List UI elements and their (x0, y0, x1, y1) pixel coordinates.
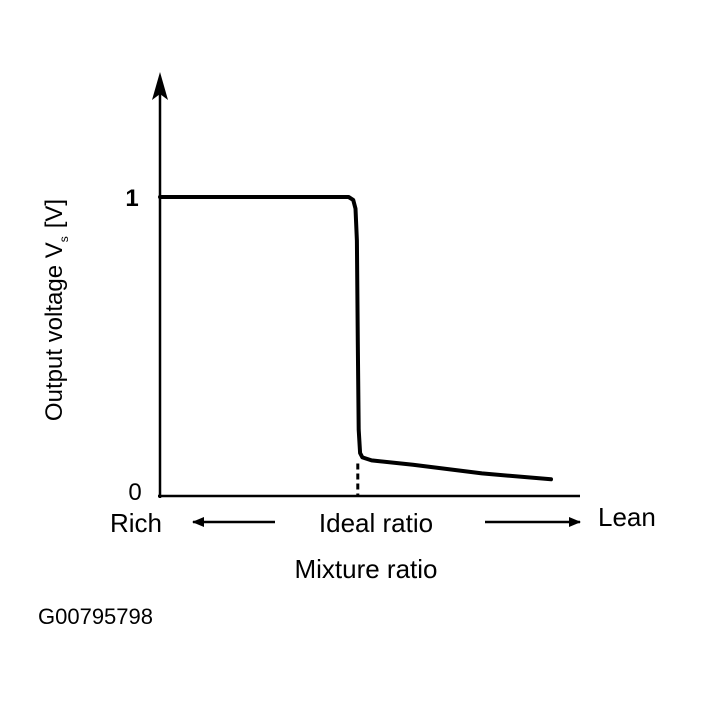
series-line (158, 195, 553, 482)
y-tick-label-1: 1 (125, 185, 138, 212)
figure-id: G00795798 (38, 604, 153, 629)
y-axis-label: Output voltage Vs [V] (41, 199, 71, 421)
x-label-ideal: Ideal ratio (319, 508, 433, 538)
y-axis-label-subscript: s (57, 236, 71, 242)
x-label-rich: Rich (110, 508, 162, 538)
y-axis-arrowhead (152, 72, 168, 100)
y-axis-label-unit: [V] (41, 199, 68, 228)
x-axis-label: Mixture ratio (294, 554, 437, 584)
y-tick-label-0: 0 (128, 479, 141, 506)
y-axis-label-text: Output voltage V (41, 242, 68, 421)
x-label-lean: Lean (598, 502, 656, 532)
